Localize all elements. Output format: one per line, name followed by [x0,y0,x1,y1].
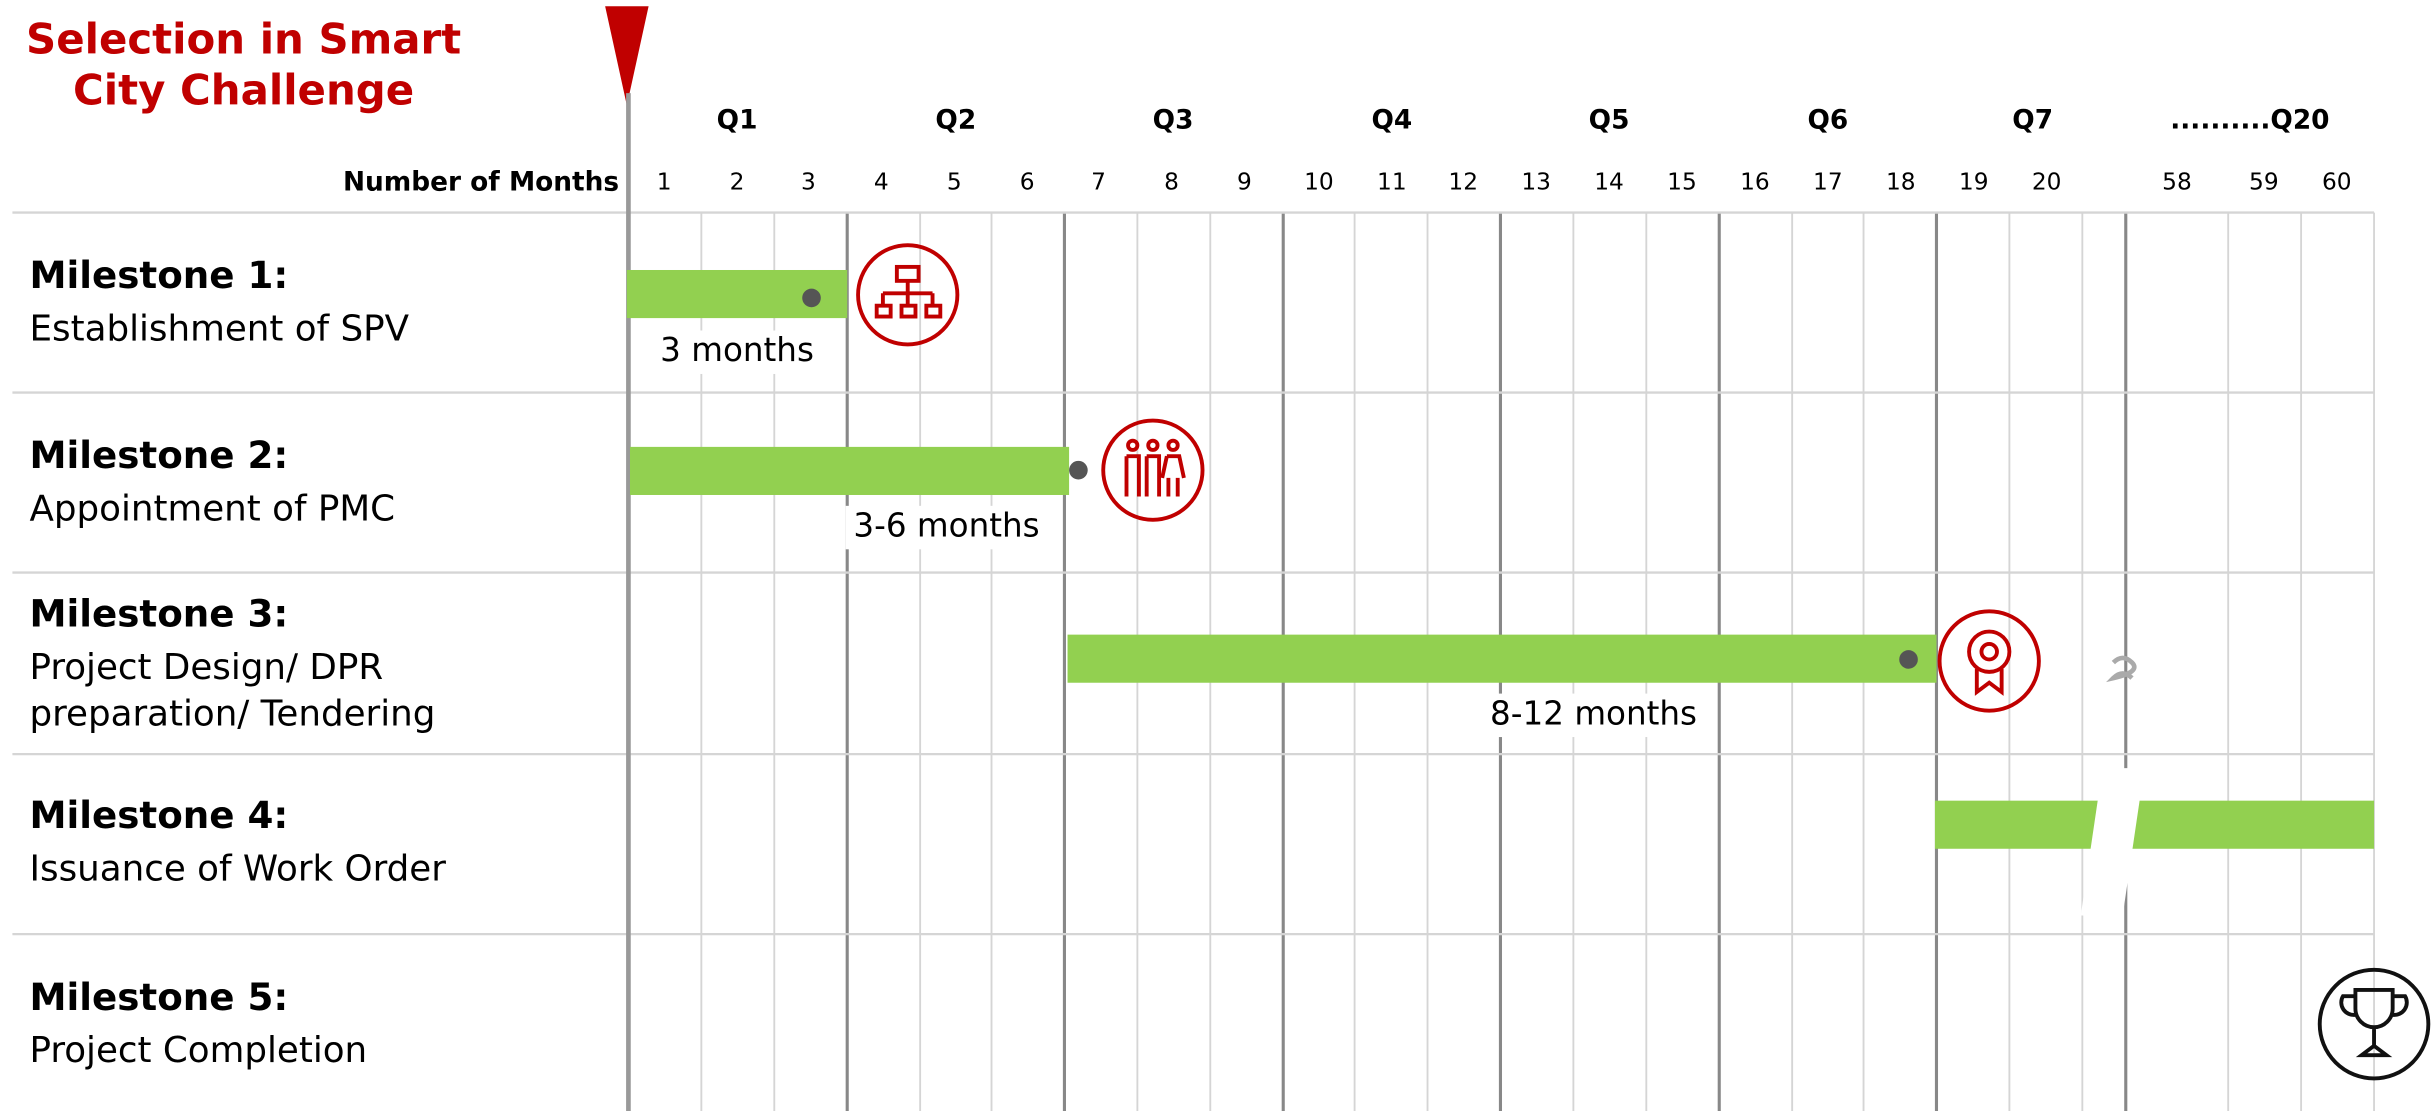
title: City Challenge [73,66,414,115]
label-bg [651,330,823,374]
break-mark [2106,655,2137,683]
month-label: 10 [1304,169,1334,196]
month-label: 12 [1448,169,1478,196]
month-label: 14 [1594,169,1624,196]
month-label: 15 [1667,169,1697,196]
months-label: Number of Months [343,168,619,198]
month-label: 5 [947,169,962,196]
milestone-title: Milestone 1: [29,253,288,297]
dot [802,288,821,308]
quarter-label: Q7 [2012,106,2053,136]
icon-award [1937,609,2041,713]
month-label: 4 [874,169,889,196]
milestones: Milestone 1: Establishment of SPV 3 months… [29,253,1710,1071]
start-marker [605,6,649,106]
milestone-title: Milestone 2: [29,433,288,477]
icon-org [856,243,960,347]
bar [629,446,1070,495]
duration-label: 3-6 months [853,507,1039,545]
month-label: 3 [801,169,816,196]
quarter-label: Q5 [1589,106,1630,136]
month-label: 6 [1020,169,1035,196]
bar [1067,634,1937,683]
icon-team [1101,418,1205,522]
month-label: 17 [1813,169,1843,196]
label-bg [845,505,1048,550]
milestone-description: Establishment of SPV [29,309,409,350]
month-label: 19 [1959,169,1989,196]
title: Selection in Smart [26,14,461,63]
icon-trophy [2317,967,2431,1081]
milestone-title: Milestone 5: [29,975,288,1019]
quarter-label: Q1 [717,106,758,136]
quarter-label: Q3 [1153,106,1194,136]
month-label: 60 [2322,169,2352,196]
month-label: 58 [2162,169,2192,196]
quarter-label: Q2 [935,106,976,136]
duration-label: 3 months [660,331,814,369]
milestone-description: Project Completion [29,1030,367,1071]
dot [1069,460,1088,480]
month-label: 13 [1521,169,1551,196]
month-label: 7 [1091,169,1106,196]
quarter-label: ..........Q20 [2170,106,2329,136]
month-label: 18 [1886,169,1916,196]
milestone-title: Milestone 3: [29,592,288,636]
quarter-label: Q4 [1371,106,1412,136]
milestone-description: Project Design/ DPR [29,647,383,688]
label-bg [1477,693,1710,738]
break [2080,768,2145,916]
dot [1899,650,1918,669]
month-label: 1 [657,169,672,196]
quarter-label: Q6 [1807,106,1848,136]
month-label: 20 [2032,169,2062,196]
month-label: 2 [730,169,745,196]
month-label: 8 [1164,169,1179,196]
month-label: 11 [1377,169,1407,196]
duration-label: 8-12 months [1490,694,1697,732]
month-label: 16 [1740,169,1770,196]
bar [1934,800,2375,849]
milestone-title: Milestone 4: [29,793,288,837]
milestone-description: Appointment of PMC [29,489,395,530]
month-label: 9 [1237,169,1252,196]
milestone-description: preparation/ Tendering [29,693,435,734]
milestone-description: Issuance of Work Order [29,848,446,889]
month-label: 59 [2249,169,2279,196]
